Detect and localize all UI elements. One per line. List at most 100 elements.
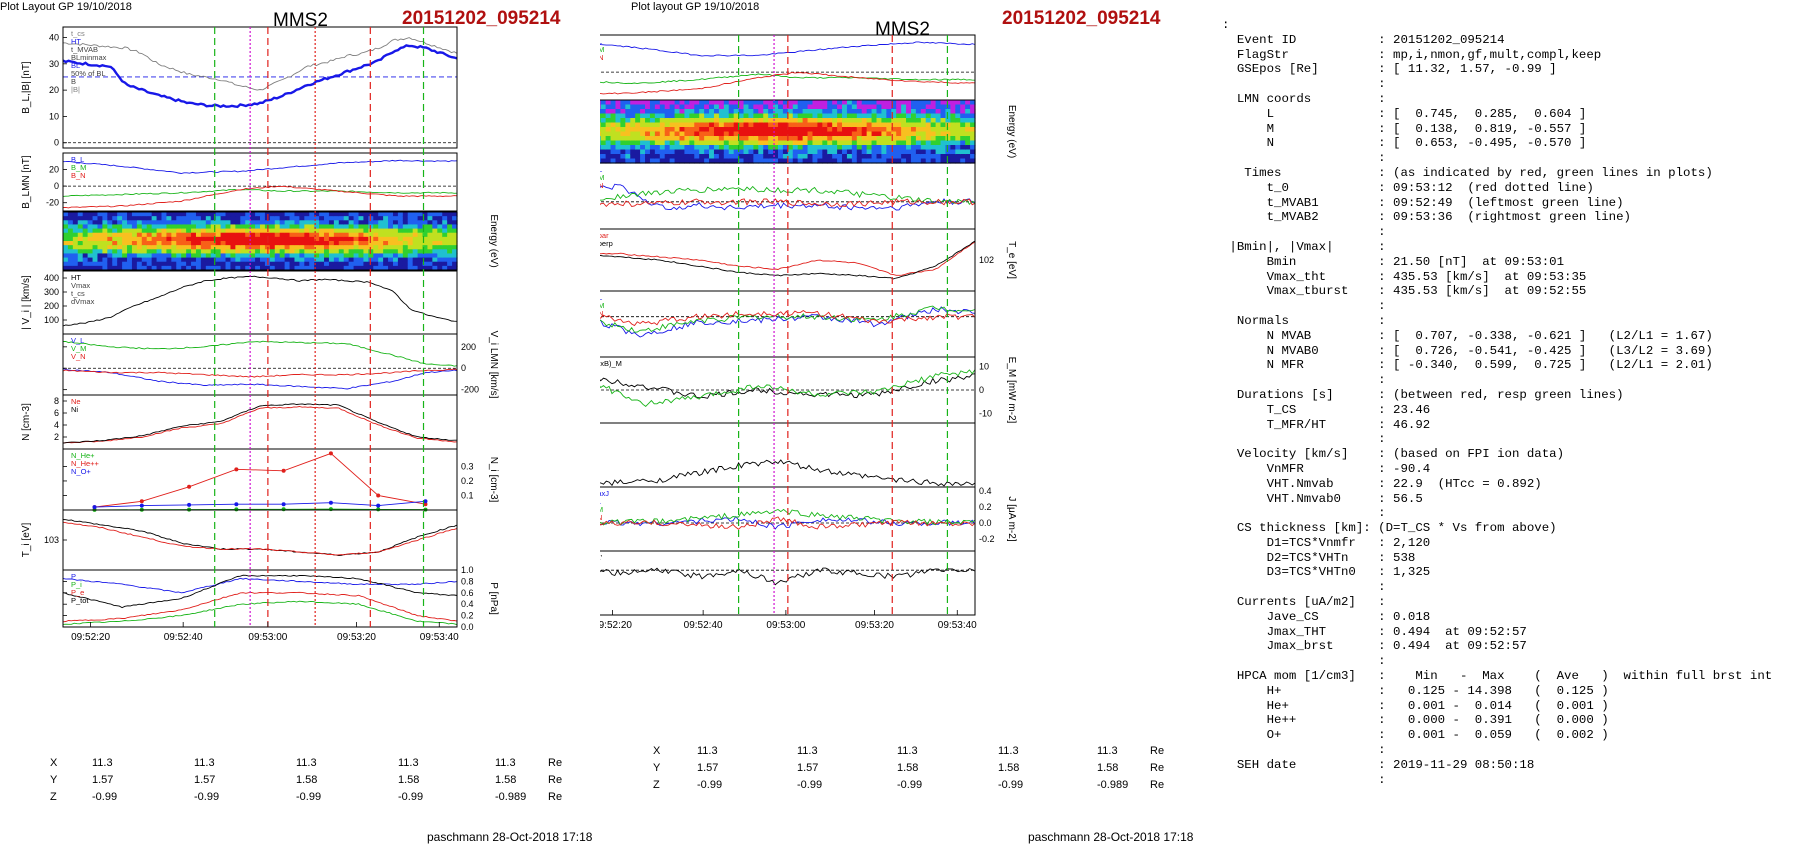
spectrogram-cell [920, 122, 927, 128]
spectrogram-cell [402, 261, 409, 267]
summary-line: Bmin : 21.50 [nT] at 09:53:01 [1222, 254, 1565, 269]
spectrogram-cell [136, 265, 143, 271]
spectrogram-cell [846, 122, 853, 128]
spectrogram-cell [649, 127, 656, 133]
spectrogram-cell [970, 113, 976, 119]
spectrogram-cell [67, 265, 74, 271]
spectrogram-cell [827, 118, 833, 124]
spectrogram-cell [827, 109, 833, 115]
spectrogram-cell [743, 100, 750, 106]
spectrogram-cell [388, 253, 394, 259]
spectrogram-cell [92, 249, 99, 255]
spectrogram-cell [718, 109, 725, 115]
spectrogram-cell [645, 149, 651, 155]
spectrogram-cell [112, 236, 118, 242]
left-figure-header: Plot Layout GP 19/10/2018 [0, 1, 132, 13]
spectrogram-cell [654, 131, 661, 137]
spectrogram-cell [269, 241, 276, 246]
spectrogram-cell [832, 145, 838, 151]
spectrogram-cell [970, 127, 976, 133]
spectrogram-cell [215, 212, 222, 217]
spectrogram-cell [348, 257, 355, 263]
spectrogram-cell [901, 104, 907, 110]
spectrogram-cell [195, 265, 202, 271]
spectrogram-cell [309, 245, 315, 250]
spectrogram-cell [131, 245, 138, 250]
spectrogram-cell [891, 127, 897, 133]
spectrogram-cell [620, 158, 626, 164]
spectrogram-cell [842, 127, 848, 133]
spectrogram-cell [625, 104, 631, 110]
spectrogram-cell [166, 236, 172, 242]
y-tick-label: 0.6 [461, 588, 474, 598]
spectrogram-cell [827, 100, 833, 106]
spectrogram-cell [669, 118, 676, 124]
legend-entry: B_L [71, 155, 84, 164]
spectrogram-cell [728, 145, 735, 151]
spectrogram-cell [250, 232, 256, 238]
spectrogram-cell [970, 104, 976, 110]
spectrogram-cell [699, 122, 705, 128]
spectrogram-cell [225, 216, 232, 221]
spectrogram-cell [250, 236, 256, 242]
spectrogram-cell [689, 100, 695, 106]
spectrogram-cell [181, 228, 187, 234]
legend-entry: J_L [600, 497, 601, 506]
spectrogram-cell [709, 127, 715, 133]
spectrogram-cell [383, 216, 389, 221]
panel-R9: 0.20.0-0.2-0.4-0.6J*E'J*E' [nW m-3] [600, 550, 976, 616]
spectrogram-cell [699, 100, 705, 106]
position-value: -0.99 [194, 791, 220, 803]
spectrogram-cell [230, 220, 236, 226]
spectrogram-cell [279, 245, 286, 250]
spectrogram-cell [304, 224, 310, 230]
spectrogram-cell [348, 228, 355, 234]
spectrogram-cell [181, 265, 187, 271]
spectrogram-cell [886, 113, 892, 119]
spectrogram-cell [915, 149, 922, 155]
spectrogram-cell [709, 118, 715, 124]
spectrogram-cell [699, 145, 705, 151]
spectrogram-cell [713, 100, 720, 106]
data-point [281, 507, 286, 512]
spectrogram-cell [935, 140, 942, 146]
spectrogram-cell [304, 220, 310, 226]
spectrogram-cell [876, 154, 883, 160]
spectrogram-cell [67, 241, 74, 246]
spectrogram-cell [186, 241, 192, 246]
spectrogram-cell [694, 104, 700, 110]
spectrogram-cell [733, 131, 740, 137]
spectrogram-cell [333, 216, 340, 221]
spectrogram-cell [837, 104, 843, 110]
spectrogram-cell [733, 136, 740, 142]
spectrogram-cell [151, 228, 158, 234]
spectrogram-cell [245, 249, 251, 255]
spectrogram-cell [743, 158, 750, 164]
spectrogram-cell [709, 100, 715, 106]
spectrogram-cell [97, 241, 103, 246]
spectrogram-cell [353, 232, 360, 238]
spectrogram-cell [837, 154, 843, 160]
spectrogram-cell [314, 220, 320, 226]
spectrogram-cell [768, 109, 774, 115]
spectrogram-cell [388, 241, 394, 246]
spectrogram-cell [881, 109, 887, 115]
spectrogram-cell [141, 249, 148, 255]
spectrogram-cell [930, 158, 937, 164]
spectrogram-cell [338, 257, 345, 263]
spectrogram-cell [817, 127, 823, 133]
spectrogram-cell [131, 228, 138, 234]
spectrogram-cell [925, 140, 932, 146]
spectrogram-cell [915, 127, 922, 133]
spectrogram-cell [82, 212, 89, 217]
spectrogram-cell [215, 224, 222, 230]
spectrogram-cell [827, 154, 833, 160]
spectrogram-cell [176, 249, 182, 255]
spectrogram-cell [353, 245, 360, 250]
spectrogram-cell [812, 127, 818, 133]
spectrogram-cell [141, 220, 148, 226]
spectrogram-cell [319, 228, 325, 234]
spectrogram-cell [610, 131, 617, 137]
spectrogram-cell [925, 158, 932, 164]
spectrogram-cell [225, 261, 232, 267]
